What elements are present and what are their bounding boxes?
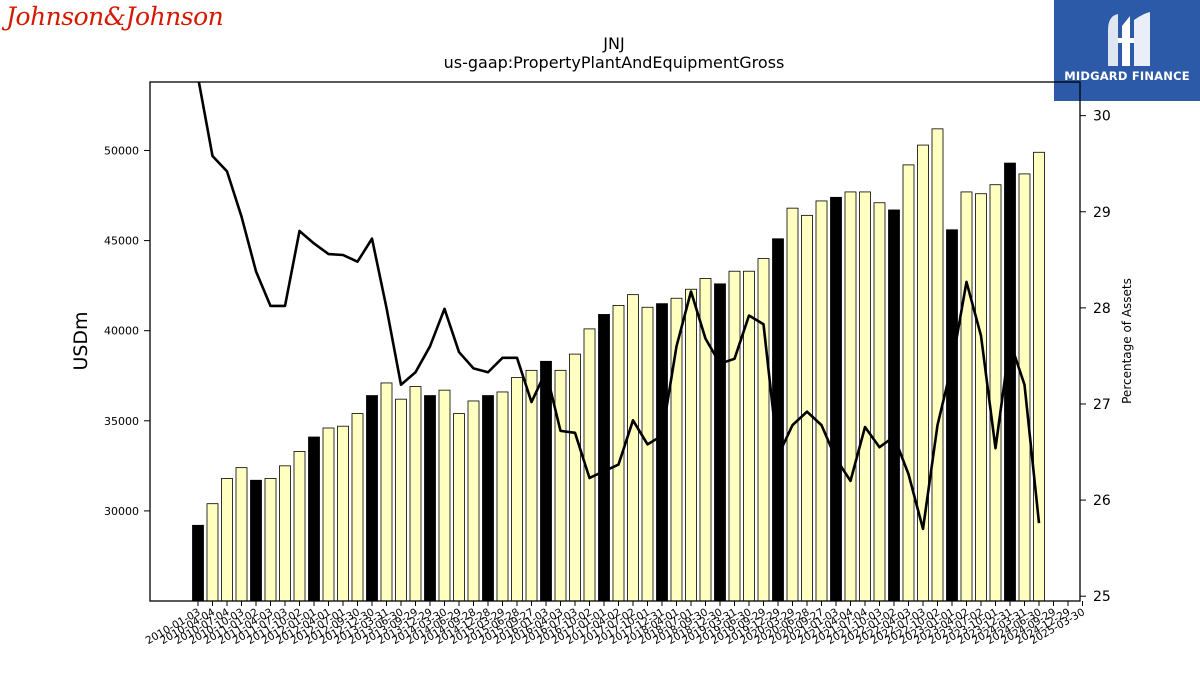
bar xyxy=(482,395,494,602)
y2-tick-label: 27 xyxy=(1093,397,1111,413)
bar xyxy=(496,391,509,602)
bar xyxy=(873,202,886,602)
bar xyxy=(830,196,842,602)
bar xyxy=(902,164,915,602)
bar xyxy=(467,400,480,602)
bar xyxy=(714,283,726,602)
bar xyxy=(975,193,987,602)
bar xyxy=(569,353,581,602)
midgard-mark-icon xyxy=(1108,12,1150,66)
bar xyxy=(656,303,668,602)
bar xyxy=(250,479,262,602)
publisher-name: MIDGARD FINANCE xyxy=(1064,69,1190,83)
y2-tick-label: 30 xyxy=(1093,109,1111,125)
bar xyxy=(264,478,277,602)
bar xyxy=(1004,162,1016,602)
bar xyxy=(859,191,871,602)
y-tick-label: 30000 xyxy=(104,505,139,518)
bar xyxy=(380,382,393,602)
bar xyxy=(815,200,828,602)
company-logo: Johnson&Johnson xyxy=(6,2,224,31)
bar xyxy=(598,314,610,602)
bar xyxy=(627,294,639,602)
bar xyxy=(540,360,552,602)
y2-tick-label: 25 xyxy=(1093,589,1111,605)
y-tick-label: 45000 xyxy=(104,235,139,248)
publisher-logo: MIDGARD FINANCE xyxy=(1054,0,1200,101)
bar xyxy=(308,436,320,602)
bar xyxy=(554,369,567,602)
y2-tick-label: 28 xyxy=(1093,301,1111,317)
chart-title: JNJ xyxy=(602,34,624,53)
chart-subtitle: us-gaap:PropertyPlantAndEquipmentGross xyxy=(444,53,785,72)
y-tick-label: 35000 xyxy=(104,415,139,428)
plot-frame xyxy=(149,81,1081,602)
y-tick-label: 50000 xyxy=(104,144,139,157)
bar xyxy=(801,214,813,602)
bar xyxy=(786,207,799,602)
bar xyxy=(221,478,233,602)
bar xyxy=(931,128,944,602)
bar xyxy=(960,191,973,602)
bar xyxy=(409,386,422,602)
line-group xyxy=(197,82,1041,531)
bar xyxy=(989,184,1002,602)
y-axis-label: USDm xyxy=(70,311,92,370)
bar xyxy=(511,377,523,602)
bar xyxy=(438,389,451,602)
bar xyxy=(641,306,654,602)
bar xyxy=(1033,151,1045,602)
bar xyxy=(206,503,219,602)
bar xyxy=(453,413,465,602)
bar xyxy=(743,270,755,602)
bar xyxy=(946,229,958,602)
bar xyxy=(279,465,291,602)
axes: 3000035000400004500050000252627282930201… xyxy=(104,81,1111,647)
series-line xyxy=(197,82,1041,531)
y2-axis-label: Percentage of Assets xyxy=(1120,278,1134,404)
bar xyxy=(424,395,436,602)
bar xyxy=(337,425,349,602)
bar xyxy=(888,209,900,602)
bar xyxy=(685,288,697,602)
bar xyxy=(293,451,306,602)
bar xyxy=(757,258,770,602)
y2-tick-label: 29 xyxy=(1093,205,1111,221)
bar-group xyxy=(192,128,1045,602)
bar xyxy=(366,395,378,602)
bar xyxy=(235,467,248,602)
bar xyxy=(844,191,857,602)
bar xyxy=(395,398,407,602)
bar xyxy=(728,270,741,602)
y2-tick-label: 26 xyxy=(1093,493,1111,509)
y-tick-label: 40000 xyxy=(104,325,139,338)
bar xyxy=(192,524,204,602)
bar xyxy=(322,427,335,602)
bar xyxy=(525,369,538,602)
bar xyxy=(917,144,929,602)
bar xyxy=(351,413,364,602)
